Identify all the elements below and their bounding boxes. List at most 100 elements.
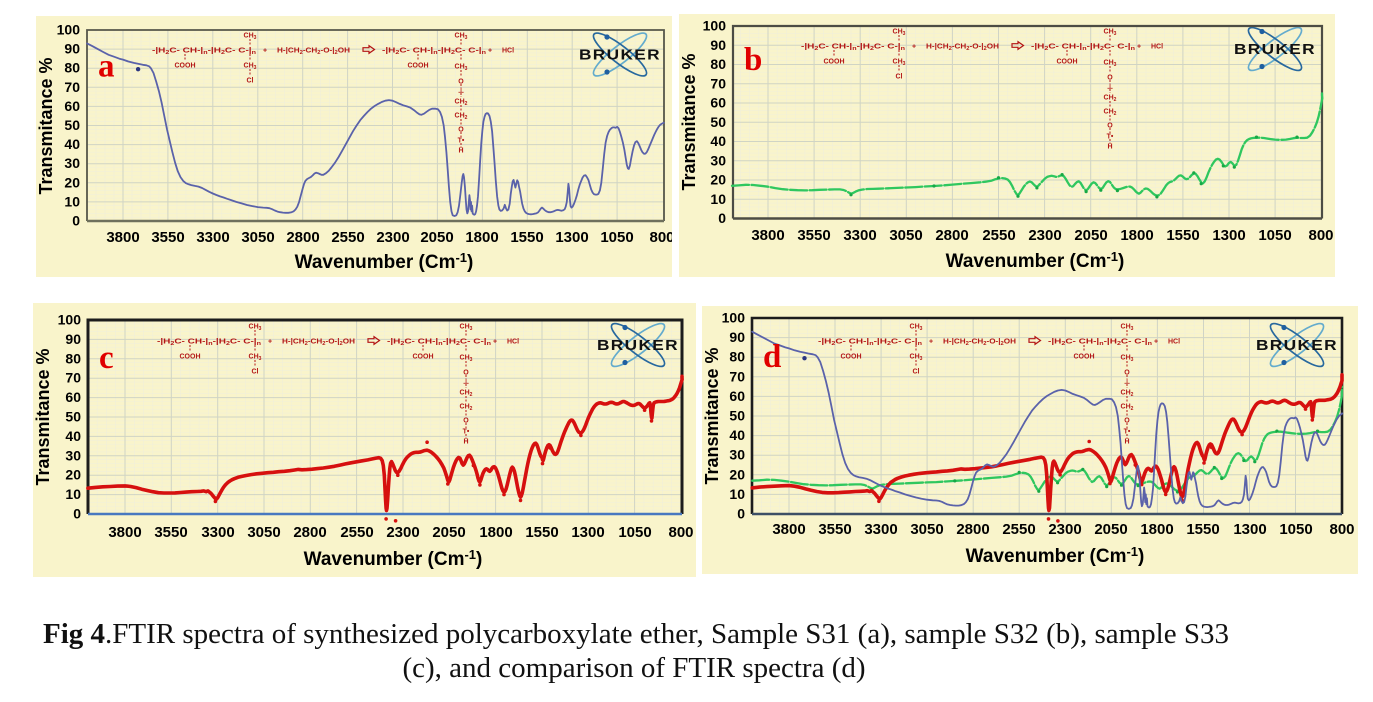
svg-text:+: + <box>1154 339 1158 346</box>
svg-text:800: 800 <box>649 229 672 246</box>
svg-text:O: O <box>1124 370 1130 377</box>
svg-text:0: 0 <box>737 506 745 522</box>
svg-text:30: 30 <box>64 155 80 171</box>
svg-text:3300: 3300 <box>864 521 897 538</box>
svg-text:-|H2C- CH-|n-|H2C- C-|n: -|H 2C- CH-| n-|H 2C- C-| n <box>1048 339 1152 348</box>
svg-text:20: 20 <box>710 172 726 188</box>
svg-text:0: 0 <box>718 210 726 226</box>
svg-text:H-|CH2-CH2-O-|2OH: H-|CH 2-CH 2-O-| 2OH <box>277 48 350 57</box>
svg-text:d: d <box>763 339 781 375</box>
svg-text:40: 40 <box>65 428 81 444</box>
svg-text:80: 80 <box>64 60 80 76</box>
svg-text:3050: 3050 <box>241 229 274 246</box>
svg-text:BRUKER: BRUKER <box>1256 337 1338 354</box>
svg-text:100: 100 <box>58 312 82 328</box>
svg-text:H-|CH2-CH2-O-|2OH: H-|CH 2-CH 2-O-| 2OH <box>282 339 355 348</box>
svg-text:+: + <box>488 48 492 55</box>
svg-text:3050: 3050 <box>889 227 922 244</box>
svg-text:2300: 2300 <box>386 524 419 541</box>
svg-text:3050: 3050 <box>247 524 280 541</box>
svg-text:3050: 3050 <box>910 521 943 538</box>
svg-text:Cl: Cl <box>913 369 920 376</box>
svg-text:O: O <box>458 127 464 134</box>
svg-text:2300: 2300 <box>1048 521 1081 538</box>
svg-text:CH3: CH3 <box>244 33 257 42</box>
svg-text:2050: 2050 <box>1094 521 1127 538</box>
svg-text:b: b <box>744 42 762 78</box>
svg-text:Wavenumber (Cm-1): Wavenumber (Cm-1) <box>946 249 1125 272</box>
svg-text:⊥: ⊥ <box>1124 378 1130 386</box>
svg-text:CH3: CH3 <box>1104 29 1117 38</box>
svg-text:O: O <box>1124 418 1130 425</box>
svg-text:CH2: CH2 <box>460 390 473 399</box>
svg-text:+: + <box>493 339 497 346</box>
svg-text:2550: 2550 <box>331 229 364 246</box>
svg-text:HCl: HCl <box>1168 339 1180 346</box>
svg-text:60: 60 <box>65 389 81 405</box>
svg-text:1050: 1050 <box>618 524 651 541</box>
svg-text:3800: 3800 <box>106 229 139 246</box>
svg-text:CH2: CH2 <box>455 99 468 108</box>
svg-text:CH3: CH3 <box>455 64 468 73</box>
svg-text:T•: T• <box>1124 429 1131 436</box>
svg-text:20: 20 <box>64 174 80 190</box>
svg-text:CH3: CH3 <box>893 29 906 38</box>
svg-text:CH3: CH3 <box>910 324 923 333</box>
svg-text:3800: 3800 <box>772 521 805 538</box>
svg-text:+: + <box>929 339 933 346</box>
svg-text:0: 0 <box>72 213 80 229</box>
svg-text:BRUKER: BRUKER <box>579 47 661 64</box>
svg-text:Transmitance %: Transmitance % <box>679 53 699 190</box>
svg-text:60: 60 <box>729 388 745 404</box>
svg-text:Wavenumber (Cm-1): Wavenumber (Cm-1) <box>295 250 474 273</box>
svg-text:10: 10 <box>64 193 80 209</box>
svg-text:800: 800 <box>1329 521 1354 538</box>
svg-text:70: 70 <box>729 368 745 384</box>
svg-text:+: + <box>912 44 916 51</box>
svg-text:50: 50 <box>710 114 726 130</box>
svg-text:COOH: COOH <box>1057 59 1078 66</box>
svg-text:2550: 2550 <box>982 227 1015 244</box>
svg-text:-|H2C- CH-|n-|H2C- C-|n: -|H 2C- CH-| n-|H 2C- C-| n <box>818 339 922 348</box>
svg-text:60: 60 <box>64 98 80 114</box>
svg-text:10: 10 <box>729 486 745 502</box>
svg-text:CH3: CH3 <box>244 63 257 72</box>
svg-text:30: 30 <box>729 447 745 463</box>
svg-text:2800: 2800 <box>956 521 989 538</box>
svg-text:2800: 2800 <box>935 227 968 244</box>
svg-text:70: 70 <box>65 370 81 386</box>
svg-text:H: H <box>1107 144 1112 151</box>
svg-text:H: H <box>1124 439 1129 446</box>
svg-text:3550: 3550 <box>818 521 851 538</box>
svg-text:1300: 1300 <box>1212 227 1245 244</box>
svg-text:O: O <box>463 418 469 425</box>
svg-text:a: a <box>98 49 115 85</box>
svg-text:-|H2C- CH-|n-|H2C- C-|n: -|H 2C- CH-| n-|H 2C- C-| n <box>1031 44 1135 53</box>
svg-text:1550: 1550 <box>1186 521 1219 538</box>
svg-text:Cl: Cl <box>896 74 903 81</box>
svg-text:3300: 3300 <box>201 524 234 541</box>
svg-text:3550: 3550 <box>797 227 830 244</box>
svg-text:T•: T• <box>463 429 470 436</box>
svg-text:COOH: COOH <box>824 59 845 66</box>
svg-text:1550: 1550 <box>1166 227 1199 244</box>
svg-text:⊥: ⊥ <box>463 378 469 386</box>
svg-text:HCl: HCl <box>1151 44 1163 51</box>
svg-text:Wavenumber (Cm-1): Wavenumber (Cm-1) <box>966 544 1145 567</box>
svg-text:O: O <box>463 370 469 377</box>
svg-text:2800: 2800 <box>286 229 319 246</box>
svg-text:H-|CH2-CH2-O-|2OH: H-|CH 2-CH 2-O-| 2OH <box>926 44 999 53</box>
svg-text:2050: 2050 <box>420 229 453 246</box>
svg-text:1300: 1300 <box>555 229 588 246</box>
svg-text:CH3: CH3 <box>1104 60 1117 69</box>
svg-text:10: 10 <box>710 191 726 207</box>
svg-text:CH2: CH2 <box>460 404 473 413</box>
svg-text:2300: 2300 <box>376 229 409 246</box>
svg-text:80: 80 <box>65 350 81 366</box>
svg-text:100: 100 <box>57 22 81 38</box>
svg-text:80: 80 <box>729 349 745 365</box>
svg-text:1050: 1050 <box>600 229 633 246</box>
svg-text:CH3: CH3 <box>893 59 906 68</box>
svg-text:1300: 1300 <box>571 524 604 541</box>
svg-text:70: 70 <box>64 79 80 95</box>
